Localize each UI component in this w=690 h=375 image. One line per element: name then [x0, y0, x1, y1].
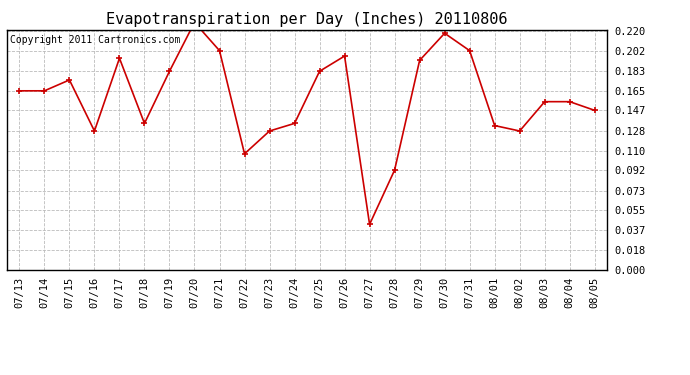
Title: Evapotranspiration per Day (Inches) 20110806: Evapotranspiration per Day (Inches) 2011… [106, 12, 508, 27]
Text: Copyright 2011 Cartronics.com: Copyright 2011 Cartronics.com [10, 35, 180, 45]
